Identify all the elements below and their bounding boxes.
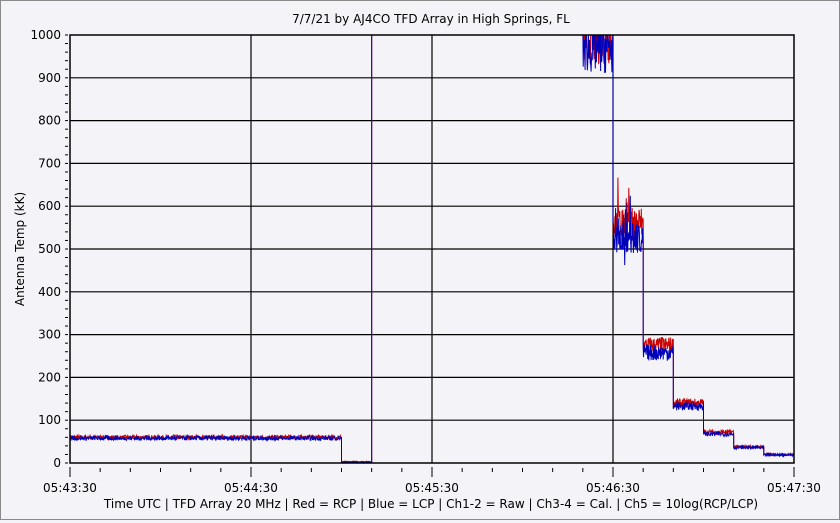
y-tick-label: 500 (38, 242, 61, 256)
x-tick-label: 05:46:30 (586, 481, 640, 495)
y-tick-label: 800 (38, 114, 61, 128)
x-tick-label: 05:47:30 (767, 481, 821, 495)
chart-title: 7/7/21 by AJ4CO TFD Array in High Spring… (292, 12, 570, 26)
x-axis-label: Time UTC | TFD Array 20 MHz | Red = RCP … (103, 497, 758, 511)
y-axis-label: Antenna Temp (kK) (13, 192, 27, 306)
y-tick-label: 700 (38, 156, 61, 170)
y-tick-label: 1000 (30, 28, 61, 42)
y-tick-label: 400 (38, 285, 61, 299)
plot-area-border (69, 34, 795, 464)
y-tick-label: 600 (38, 199, 61, 213)
x-tick-label: 05:43:30 (43, 481, 97, 495)
y-tick-label: 900 (38, 71, 61, 85)
y-tick-label: 100 (38, 413, 61, 427)
y-tick-label: 300 (38, 328, 61, 342)
y-tick-label: 200 (38, 370, 61, 384)
x-tick-label: 05:44:30 (224, 481, 278, 495)
y-tick-label: 0 (53, 456, 61, 470)
series-line-lcp (70, 35, 794, 463)
x-tick-label: 05:45:30 (405, 481, 459, 495)
